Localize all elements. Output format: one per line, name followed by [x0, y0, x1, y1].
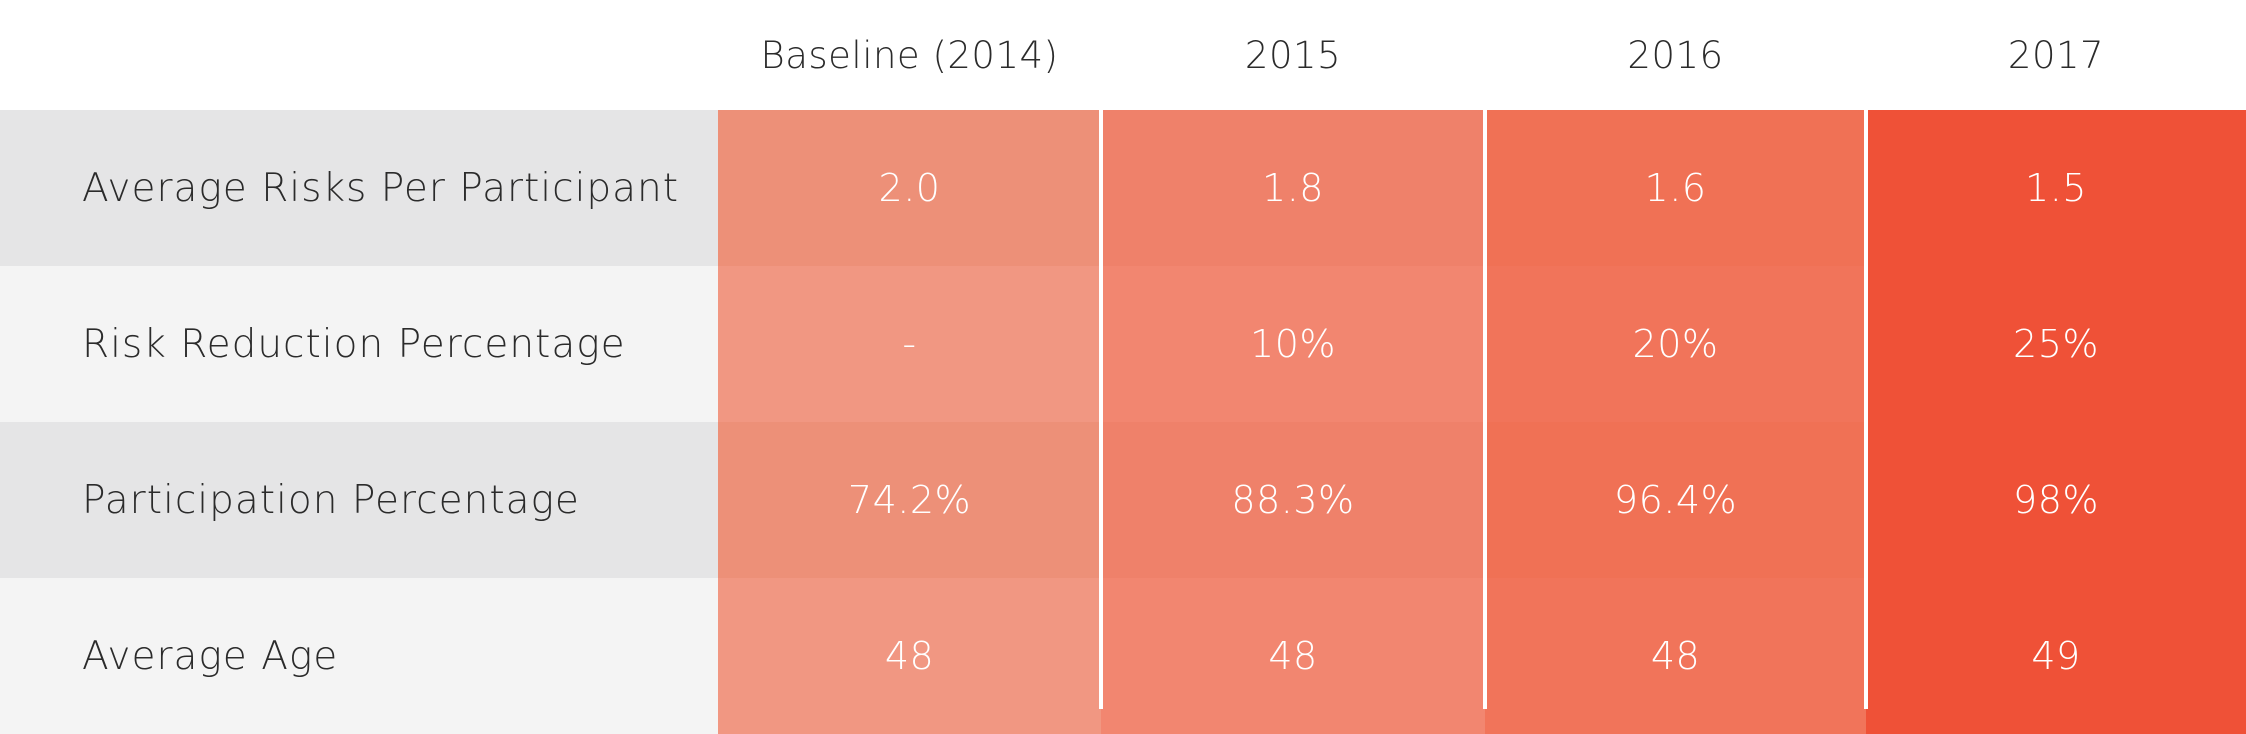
table-cell: 48 [718, 578, 1101, 734]
table-cell: 1.6 [1485, 110, 1866, 266]
row-label: Average Risks Per Participant [0, 110, 718, 266]
table-cell: 10% [1101, 266, 1485, 422]
row-label: Participation Percentage [0, 422, 718, 578]
table-cell: 48 [1485, 578, 1866, 734]
table-cell: 25% [1866, 266, 2246, 422]
row-label: Risk Reduction Percentage [0, 266, 718, 422]
column-header: 2016 [1627, 33, 1724, 77]
table-cell: - [718, 266, 1101, 422]
table-cell: 48 [1101, 578, 1485, 734]
column-divider [1099, 110, 1103, 709]
table-cell: 1.8 [1101, 110, 1485, 266]
table-cell: 96.4% [1485, 422, 1866, 578]
column-header: 2017 [2007, 33, 2105, 77]
table-cell: 2.0 [718, 110, 1101, 266]
column-divider [1864, 110, 1868, 709]
column-header: 2015 [1244, 33, 1342, 77]
table-cell: 1.5 [1866, 110, 2246, 266]
column-divider [1483, 110, 1487, 709]
table-cell: 88.3% [1101, 422, 1485, 578]
table-cell: 74.2% [718, 422, 1101, 578]
row-label: Average Age [0, 578, 718, 734]
column-header: Baseline (2014) [760, 33, 1059, 77]
table-cell: 20% [1485, 266, 1866, 422]
table-cell: 49 [1866, 578, 2246, 734]
table-cell: 98% [1866, 422, 2246, 578]
data-table: Baseline (2014) 2015 2016 2017 Average Risk… [0, 33, 2246, 734]
